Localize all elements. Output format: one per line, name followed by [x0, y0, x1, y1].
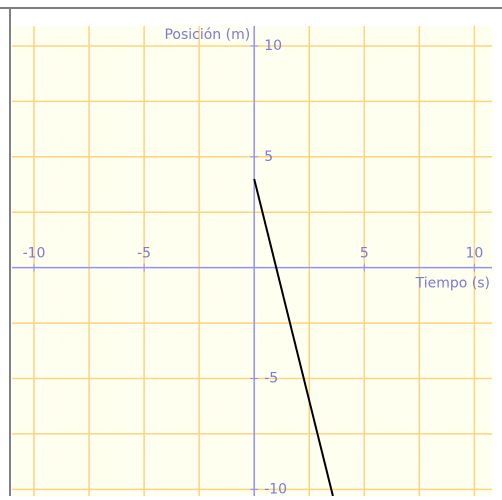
label-layer: -10 -5 5 10 -10 -5 5 10 Tiempo (s) Posición (m)	[23, 27, 490, 497]
x-axis-label: Tiempo (s)	[415, 276, 490, 292]
y-tick-label: -10	[264, 481, 287, 496]
plot-area	[12, 26, 492, 496]
x-tick-label: -5	[137, 246, 151, 262]
x-tick-label: -10	[23, 246, 46, 262]
y-tick-label: 5	[264, 149, 273, 165]
frame-left	[9, 7, 11, 496]
y-tick-label: 10	[264, 38, 282, 54]
y-axis-label: Posición (m)	[164, 27, 250, 43]
x-tick-label: 10	[465, 246, 483, 262]
frame-top	[0, 7, 502, 9]
plot-layer	[12, 26, 492, 496]
data-line	[253, 178, 334, 496]
y-tick-label: -5	[264, 371, 278, 387]
x-tick-label: 5	[360, 246, 369, 262]
